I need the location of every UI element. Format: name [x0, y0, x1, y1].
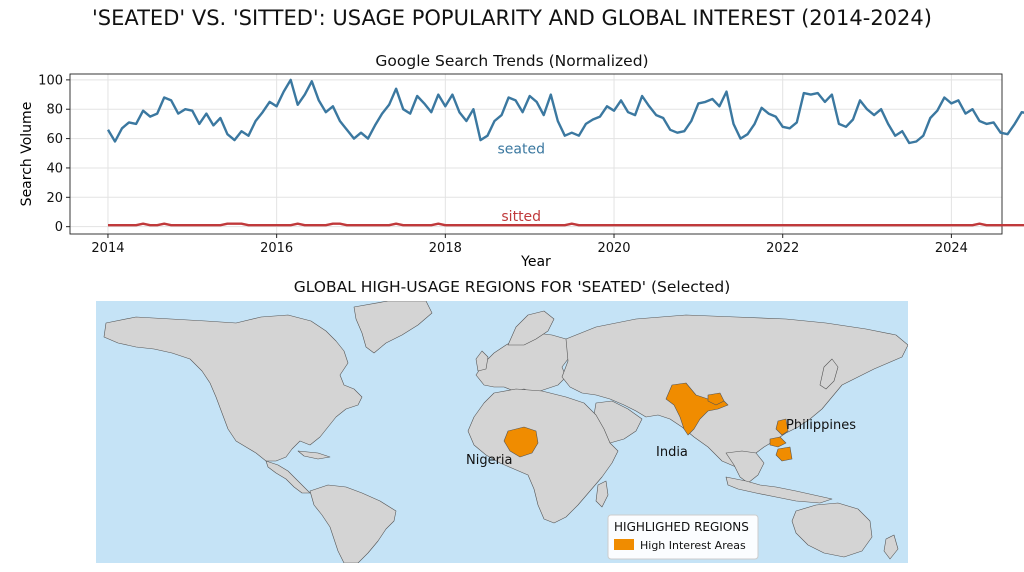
y-tick-label: 20	[46, 191, 63, 206]
philippines-mindanao	[775, 446, 793, 462]
series-line-sitted	[108, 222, 1024, 227]
new-zealand	[883, 534, 899, 560]
main-title: 'SEATED' VS. 'SITTED': USAGE POPULARITY …	[92, 6, 932, 30]
uk	[475, 350, 489, 372]
plot-frame	[69, 73, 1003, 235]
y-tick-label: 60	[46, 132, 63, 147]
world-map: Nigeria India Philippines HIGHLIGHED REG…	[96, 301, 908, 563]
japan	[819, 358, 839, 390]
philippines-luzon	[775, 418, 789, 436]
legend-title: HIGHLIGHED REGIONS	[614, 520, 749, 534]
legend-swatch	[614, 539, 634, 550]
y-axis-label: Search Volume	[19, 102, 35, 207]
x-tick-label: 2018	[429, 241, 462, 256]
caribbean-cuba	[297, 450, 331, 460]
india-region	[665, 382, 729, 436]
y-tick-label: 80	[46, 103, 63, 118]
series-label-seated: seated	[497, 141, 544, 157]
map-title: GLOBAL HIGH-USAGE REGIONS FOR 'SEATED' (…	[293, 278, 731, 296]
y-tick-label: 100	[38, 73, 63, 88]
y-tick-label: 0	[55, 220, 63, 235]
scandinavia	[507, 310, 555, 346]
chart-title: Google Search Trends (Normalized)	[375, 52, 649, 70]
australia	[791, 502, 873, 558]
label-nigeria: Nigeria	[466, 453, 513, 468]
line-chart: 0 20 40 60 80 100 2014 2016 2018 2020 2022 2024 sea…	[19, 73, 1024, 270]
nigeria-region	[503, 426, 539, 458]
series-line-seated	[106, 78, 1024, 145]
central-america	[265, 460, 311, 494]
axis-ticks: 0 20 40 60 80 100 2014 2016 2018 2020 2022 2024	[38, 73, 968, 256]
x-tick-label: 2014	[91, 241, 124, 256]
series-lines: seated sitted	[106, 78, 1024, 227]
indonesia	[725, 476, 833, 504]
madagascar	[595, 480, 609, 508]
label-india: India	[656, 445, 688, 460]
x-tick-label: 2024	[935, 241, 968, 256]
chart-grid	[70, 74, 1002, 234]
legend-entry: High Interest Areas	[640, 539, 746, 552]
x-tick-label: 2020	[597, 241, 630, 256]
map-legend: HIGHLIGHED REGIONS High Interest Areas	[607, 514, 759, 560]
south-america	[309, 484, 397, 563]
series-label-sitted: sitted	[501, 209, 541, 225]
x-axis-label: Year	[520, 254, 551, 270]
greenland	[353, 301, 433, 354]
label-philippines: Philippines	[786, 418, 856, 433]
north-america	[103, 314, 363, 462]
bangladesh-region	[707, 392, 725, 406]
y-tick-label: 40	[46, 161, 63, 176]
x-tick-label: 2022	[766, 241, 799, 256]
philippines-visayas	[769, 436, 787, 448]
x-tick-label: 2016	[260, 241, 293, 256]
africa	[467, 388, 619, 524]
southeast-asia	[725, 450, 765, 484]
